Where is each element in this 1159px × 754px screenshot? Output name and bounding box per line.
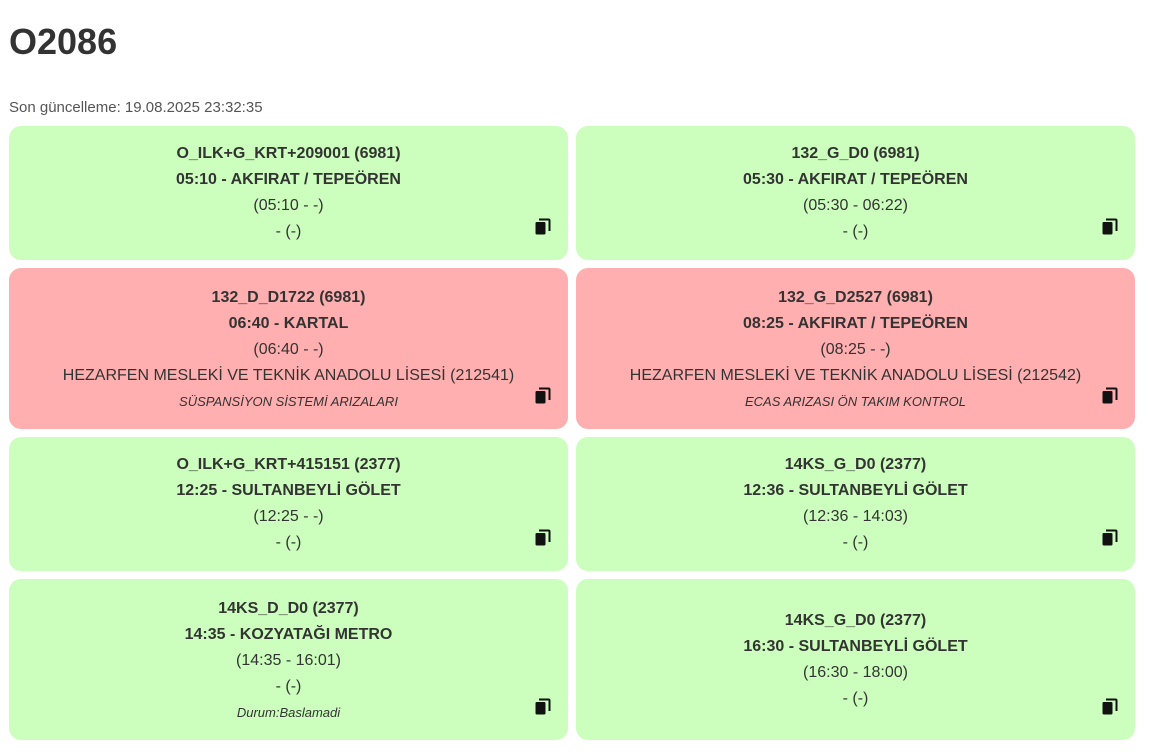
trip-times: (12:25 - -): [253, 508, 324, 525]
trip-card: 14KS_G_D0 (2377) 12:36 - SULTANBEYLİ GÖL…: [576, 437, 1135, 571]
last-updated: Son güncelleme: 19.08.2025 23:32:35: [9, 99, 263, 116]
trip-grid: O_ILK+G_KRT+209001 (6981) 05:10 - AKFIRA…: [9, 126, 1150, 740]
trip-driver: HEZARFEN MESLEKİ VE TEKNİK ANADOLU LİSES…: [62, 366, 515, 384]
trip-times: (06:40 - -): [253, 340, 324, 358]
trip-departure: 05:10 - AKFIRAT / TEPEÖREN: [176, 171, 401, 188]
trip-route: 132_G_D2527 (6981): [778, 288, 933, 306]
trip-driver: - (-): [842, 534, 869, 551]
trip-times: (08:25 - -): [820, 340, 891, 358]
trip-driver: - (-): [842, 223, 869, 240]
trip-note: ECAS ARIZASI ÖN TAKIM KONTROL: [744, 393, 967, 409]
trip-route: 132_D_D1722 (6981): [211, 288, 366, 306]
trip-driver: HEZARFEN MESLEKİ VE TEKNİK ANADOLU LİSES…: [629, 366, 1082, 384]
trip-card: 132_G_D2527 (6981) 08:25 - AKFIRAT / TEP…: [576, 268, 1135, 429]
trip-card: 132_D_D1722 (6981) 06:40 - KARTAL (06:40…: [9, 268, 568, 429]
trip-card: O_ILK+G_KRT+415151 (2377) 12:25 - SULTAN…: [9, 437, 568, 571]
trip-times: (16:30 - 18:00): [803, 663, 908, 681]
trip-departure: 06:40 - KARTAL: [228, 314, 349, 332]
copy-icon[interactable]: [1101, 218, 1119, 236]
page-title: O2086: [9, 21, 118, 62]
trip-route: 14KS_G_D0 (2377): [784, 611, 927, 629]
trip-driver: - (-): [275, 534, 302, 551]
trip-departure: 12:36 - SULTANBEYLİ GÖLET: [743, 482, 968, 499]
trip-card: 14KS_D_D0 (2377) 14:35 - KOZYATAĞI METRO…: [9, 579, 568, 740]
trip-departure: 14:35 - KOZYATAĞI METRO: [184, 625, 393, 643]
trip-driver: - (-): [275, 677, 302, 695]
copy-icon[interactable]: [534, 529, 552, 547]
trip-departure: 05:30 - AKFIRAT / TEPEÖREN: [743, 171, 968, 188]
trip-departure: 12:25 - SULTANBEYLİ GÖLET: [176, 482, 401, 499]
trip-card: 14KS_G_D0 (2377) 16:30 - SULTANBEYLİ GÖL…: [576, 579, 1135, 740]
trip-driver: - (-): [275, 223, 302, 240]
trip-times: (05:10 - -): [253, 197, 324, 214]
trip-times: (12:36 - 14:03): [803, 508, 908, 525]
trip-note: SÜSPANSİYON SİSTEMİ ARIZALARI: [179, 393, 398, 409]
trip-times: (05:30 - 06:22): [803, 197, 908, 214]
copy-icon[interactable]: [534, 698, 552, 716]
trip-route: 14KS_G_D0 (2377): [784, 456, 927, 473]
trip-route: O_ILK+G_KRT+415151 (2377): [176, 456, 401, 473]
trip-driver: - (-): [842, 689, 869, 707]
copy-icon[interactable]: [1101, 698, 1119, 716]
trip-departure: 16:30 - SULTANBEYLİ GÖLET: [743, 637, 968, 655]
trip-route: 132_G_D0 (6981): [791, 145, 920, 162]
copy-icon[interactable]: [1101, 529, 1119, 547]
trip-times: (14:35 - 16:01): [236, 651, 341, 669]
trip-route: 14KS_D_D0 (2377): [218, 599, 359, 617]
trip-card: O_ILK+G_KRT+209001 (6981) 05:10 - AKFIRA…: [9, 126, 568, 260]
copy-icon[interactable]: [1101, 387, 1119, 405]
trip-route: O_ILK+G_KRT+209001 (6981): [176, 145, 401, 162]
trip-note: Durum:Baslamadi: [236, 704, 341, 720]
copy-icon[interactable]: [534, 218, 552, 236]
trip-departure: 08:25 - AKFIRAT / TEPEÖREN: [743, 314, 968, 332]
copy-icon[interactable]: [534, 387, 552, 405]
trip-card: 132_G_D0 (6981) 05:30 - AKFIRAT / TEPEÖR…: [576, 126, 1135, 260]
